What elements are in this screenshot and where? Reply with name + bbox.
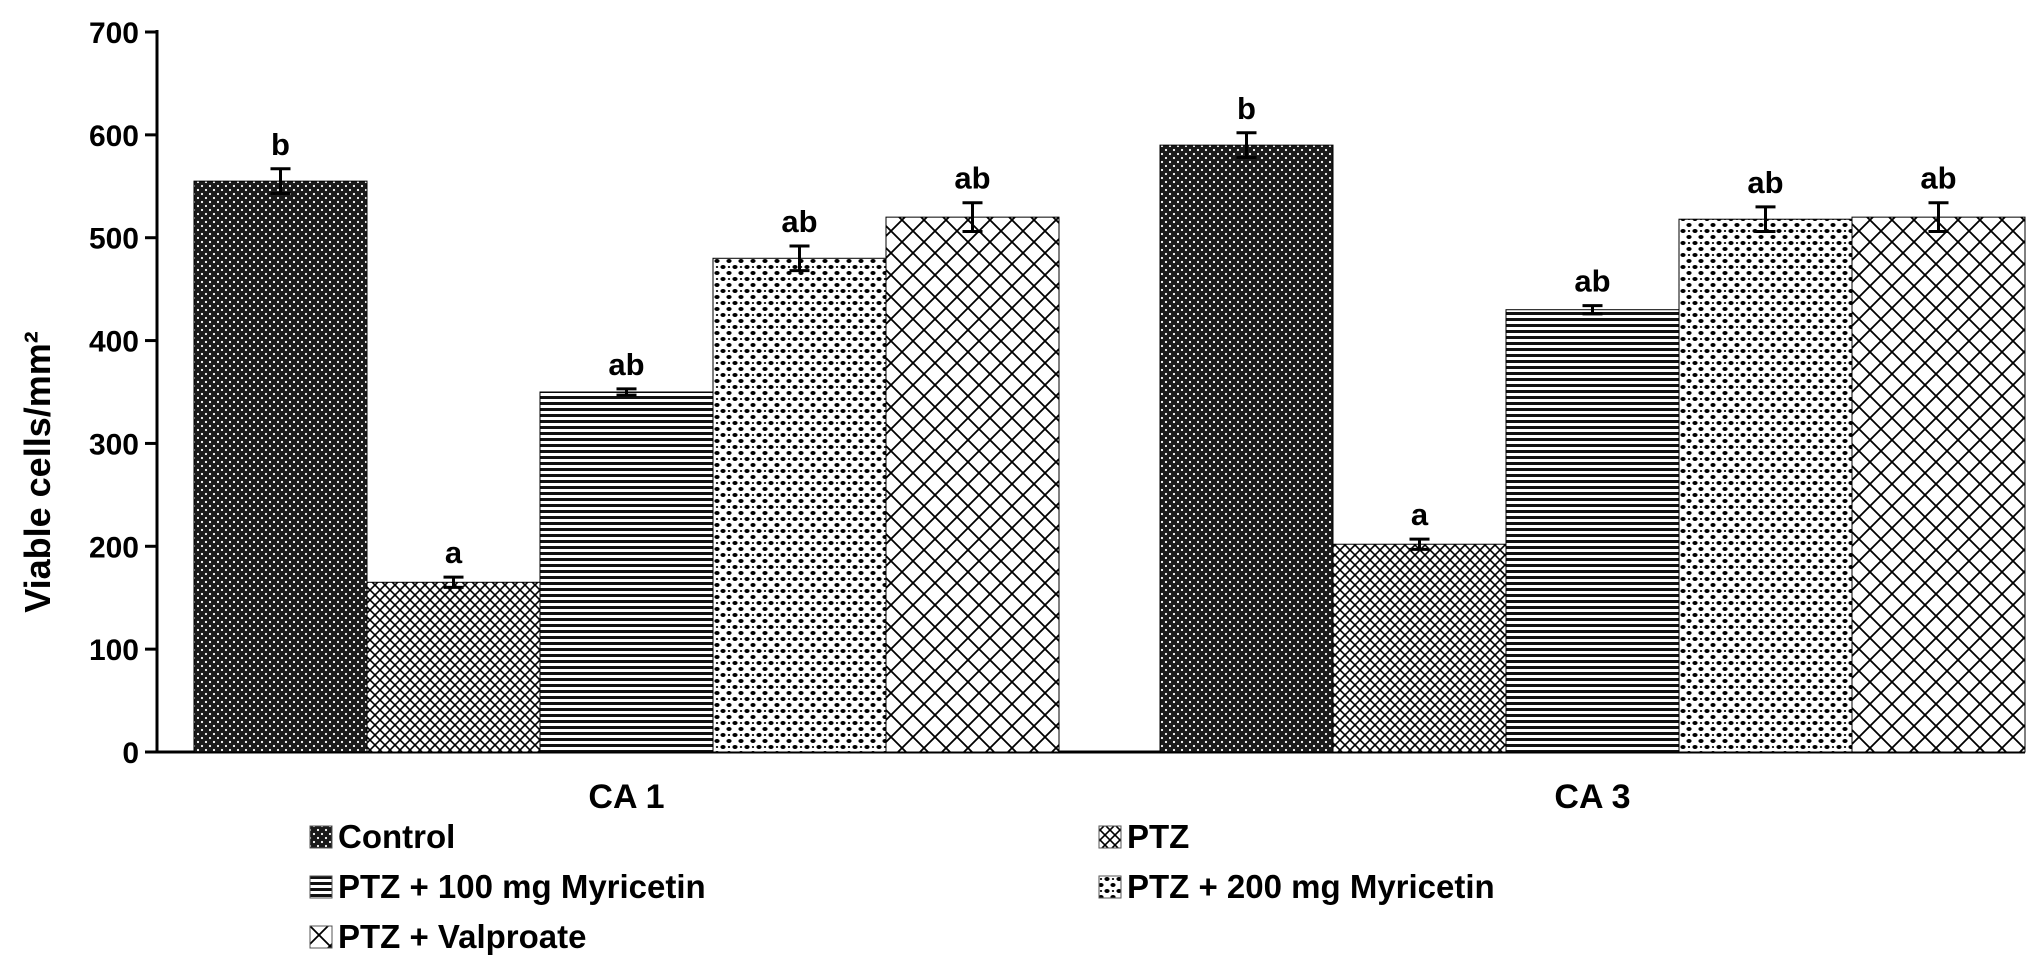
y-axis-label: Viable cells/mm²: [17, 331, 58, 612]
legend-swatch: [309, 825, 333, 849]
y-tick-label: 100: [89, 634, 139, 667]
legend-swatch: [1098, 825, 1122, 849]
significance-label: ab: [1747, 165, 1783, 200]
significance-label: a: [445, 535, 463, 570]
legend-item-label: Control: [338, 818, 455, 855]
legend-item-label: PTZ + 200 mg Myricetin: [1127, 868, 1495, 905]
y-tick-label: 600: [89, 120, 139, 153]
significance-label: ab: [1920, 161, 1956, 196]
bar: [1851, 216, 2026, 753]
y-tick-label: 200: [89, 531, 139, 564]
x-category-label: CA 3: [1554, 778, 1630, 816]
y-tick-label: 500: [89, 223, 139, 256]
legend-swatch: [1098, 875, 1122, 899]
bar: [1332, 543, 1507, 753]
significance-label: b: [271, 127, 290, 162]
y-tick-label: 700: [89, 17, 139, 50]
significance-label: ab: [781, 204, 817, 239]
y-tick-label: 0: [122, 737, 139, 770]
legend-item-label: PTZ: [1127, 818, 1189, 855]
significance-label: ab: [608, 347, 644, 382]
legend-item-label: PTZ + Valproate: [338, 918, 587, 955]
bar: [1505, 309, 1680, 753]
bar: [193, 180, 368, 753]
significance-label: ab: [954, 161, 990, 196]
bar: [885, 216, 1060, 753]
bar: [1678, 218, 1853, 753]
legend-swatch: [309, 875, 333, 899]
bar: [366, 581, 541, 753]
legend: Control PTZ PTZ + 100 mg Myricetin PTZ + 20…: [309, 818, 1495, 955]
significance-label: a: [1411, 497, 1429, 532]
significance-label: ab: [1574, 264, 1610, 299]
legend-item-label: PTZ + 100 mg Myricetin: [338, 868, 706, 905]
bars: b a ab ab ab b a ab ab ab: [193, 91, 2026, 753]
legend-swatch: [309, 925, 333, 949]
y-tick-label: 300: [89, 428, 139, 461]
x-category-label: CA 1: [588, 778, 664, 816]
bar: [712, 257, 887, 753]
bar: [1159, 144, 1334, 753]
bar: [539, 391, 714, 753]
significance-label: b: [1237, 91, 1256, 126]
y-tick-label: 400: [89, 326, 139, 359]
